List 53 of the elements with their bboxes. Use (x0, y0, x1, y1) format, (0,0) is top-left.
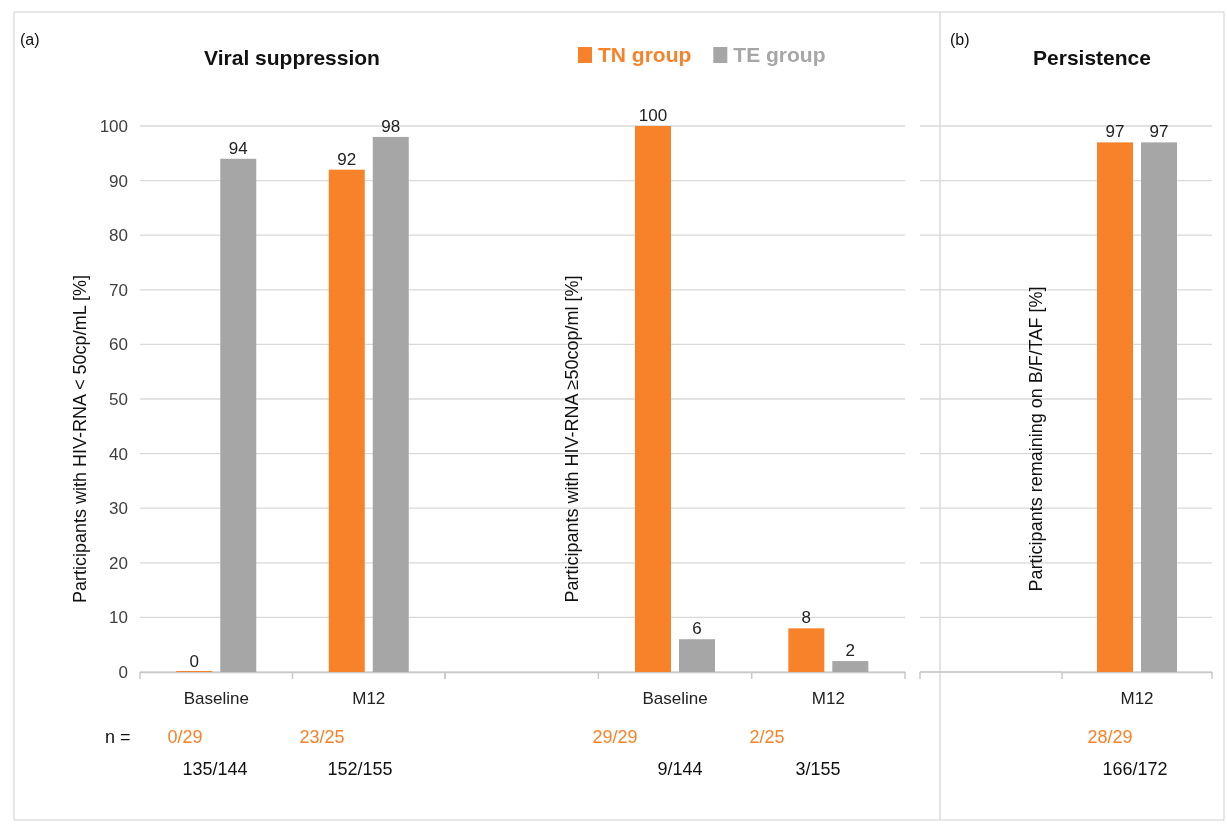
text: 23/25 (299, 727, 345, 747)
y-axis-title: Participants with HIV-RNA < 50cp/mL [%] (70, 275, 90, 603)
y-axis-title: Participants with HIV-RNA ≥50cop/ml [%] (562, 275, 582, 603)
text: 2/25 (749, 727, 785, 747)
text: (a) (20, 31, 40, 48)
data-label: 100 (638, 106, 668, 125)
text: (b) (950, 31, 970, 48)
text: 3/155 (795, 759, 841, 779)
data-label: 6 (692, 619, 702, 639)
y-tick-label: 30 (109, 499, 128, 519)
text: 152/155 (327, 759, 393, 779)
bar (679, 639, 715, 672)
bar (220, 158, 257, 672)
y-tick-label: 90 (109, 171, 128, 191)
chart-title: Persistence (1033, 46, 1151, 69)
text: n = (105, 727, 131, 747)
text: 135/144 (182, 759, 248, 779)
y-tick-label: 10 (109, 608, 128, 628)
text: 166/172 (1102, 759, 1168, 779)
bar (372, 136, 409, 672)
y-tick-label: 20 (109, 553, 128, 573)
text: 29/29 (592, 727, 638, 747)
data-label: 92 (337, 149, 357, 169)
x-tick-label: Baseline (642, 689, 708, 709)
bar (635, 126, 671, 672)
y-axis-title: Participants remaining on B/F/TAF [%] (1026, 286, 1046, 592)
data-label: 97 (1149, 122, 1169, 142)
text: 28/29 (1087, 727, 1133, 747)
bar (832, 661, 869, 672)
y-tick-label: 0 (118, 662, 128, 682)
text: 0/29 (167, 727, 203, 747)
y-tick-label: 40 (109, 444, 128, 464)
x-tick-label: M12 (352, 689, 386, 709)
data-label: 8 (801, 608, 812, 628)
legend-label: TE group (733, 43, 826, 66)
data-label: 0 (189, 652, 199, 671)
y-tick-label: 100 (99, 116, 128, 136)
bar (328, 169, 365, 672)
x-tick-label: Baseline (183, 689, 249, 709)
legend-label: TN group (598, 43, 692, 66)
data-label: 94 (228, 138, 248, 158)
data-label: 98 (381, 116, 401, 136)
bar (788, 628, 825, 672)
data-label: 97 (1105, 122, 1125, 142)
y-tick-label: 50 (109, 389, 128, 409)
text: 9/144 (657, 759, 703, 779)
chart-title: Viral suppression (204, 46, 380, 69)
x-tick-label: M12 (1120, 689, 1154, 709)
y-tick-label: 60 (109, 335, 128, 355)
y-tick-label: 80 (109, 226, 128, 246)
x-tick-label: M12 (811, 689, 845, 709)
y-tick-label: 70 (109, 280, 128, 300)
data-label: 2 (845, 641, 856, 661)
